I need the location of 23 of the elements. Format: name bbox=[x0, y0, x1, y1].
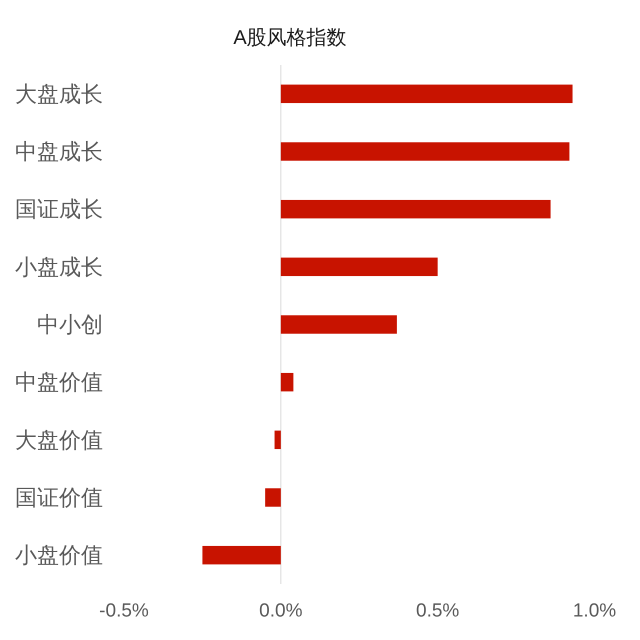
bar bbox=[280, 315, 397, 334]
bar bbox=[274, 430, 281, 450]
x-tick-label: 0.0% bbox=[259, 600, 303, 622]
y-tick-label: 小盘价值 bbox=[15, 542, 103, 568]
y-tick-label: 大盘成长 bbox=[15, 81, 103, 106]
bar bbox=[280, 200, 551, 218]
x-tick-label: 1.0% bbox=[572, 600, 616, 622]
y-tick-label: 中盘价值 bbox=[15, 370, 103, 395]
bar bbox=[280, 258, 438, 276]
x-tick-label: 0.5% bbox=[416, 600, 460, 622]
bar bbox=[280, 372, 294, 392]
x-tick-label: -0.5% bbox=[99, 600, 149, 622]
y-tick-label: 中盘成长 bbox=[15, 139, 103, 164]
chart-title: A股风格指数 bbox=[233, 27, 347, 49]
y-tick-label: 国证成长 bbox=[15, 196, 103, 222]
y-tick-label: 中小创 bbox=[37, 312, 103, 337]
y-tick-label: 小盘成长 bbox=[15, 254, 103, 280]
bar bbox=[202, 546, 281, 564]
y-tick-label: 大盘价值 bbox=[15, 427, 103, 452]
bar bbox=[280, 84, 573, 104]
y-tick-label: 国证价值 bbox=[15, 485, 103, 510]
bar bbox=[265, 488, 281, 507]
bar bbox=[280, 142, 570, 161]
